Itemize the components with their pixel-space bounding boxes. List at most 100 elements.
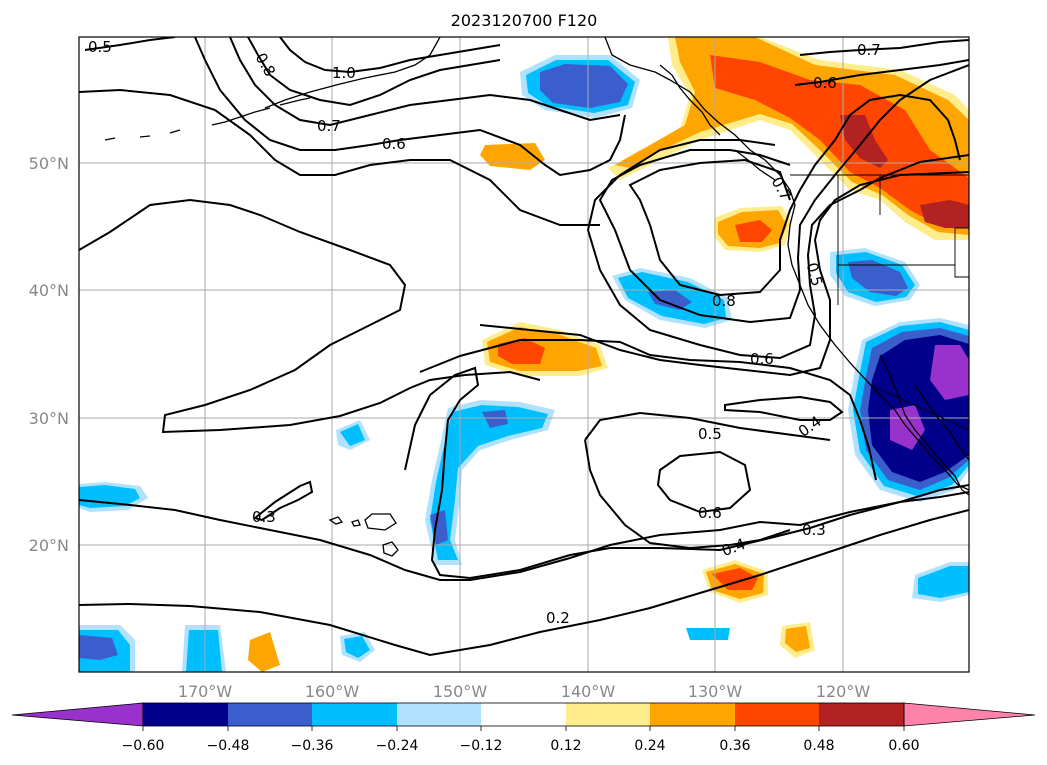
fill-central-orange-red xyxy=(735,220,772,242)
lon-label: 140°W xyxy=(561,682,616,701)
contour-0.5-long xyxy=(79,198,541,434)
contour-lines xyxy=(79,37,969,657)
fill-bering-royal-blue xyxy=(540,64,628,108)
lon-label: 160°W xyxy=(305,682,360,701)
fill-se-deep-sky-blue xyxy=(918,566,969,598)
colorbar-outline xyxy=(142,702,905,727)
contour-label: 0.6 xyxy=(382,135,406,153)
map-area: 0.5 0.8 1.0 0.7 0.6 0.7 0.6 0.7 0.8 0.5 … xyxy=(79,37,969,672)
contour-0.7-central xyxy=(614,64,969,324)
colorbar-tick-label: −0.48 xyxy=(207,738,250,754)
colorbar-segment xyxy=(566,703,650,726)
contour-label: 0.6 xyxy=(813,74,837,92)
fill-subtropical-orange-red xyxy=(498,338,545,364)
contour-0.7-north xyxy=(229,37,621,127)
longitude-labels: 170°W 160°W 150°W 140°W 130°W 120°W xyxy=(178,682,871,701)
contour-0.5-topleft xyxy=(84,37,176,51)
contour-label: 1.0 xyxy=(332,64,356,82)
map-frame xyxy=(78,36,970,673)
colorbar-tick-label: −0.24 xyxy=(376,738,419,754)
hawaii-islands xyxy=(328,513,399,557)
grid-lines xyxy=(79,37,969,672)
coastline-aleutian-islands xyxy=(104,107,271,141)
coastline-gulf-california xyxy=(914,384,969,461)
coastline-bc-islands xyxy=(659,64,776,181)
contour-0.8-inner xyxy=(628,158,791,226)
colorbar-tick-label: −0.60 xyxy=(122,738,165,754)
colorbar-segment xyxy=(228,703,312,726)
contour-label: 0.6 xyxy=(698,504,722,522)
fill-far-south-orange xyxy=(248,632,280,672)
contour-0.8-north xyxy=(247,37,501,107)
fill-central-royal-blue xyxy=(648,290,692,310)
colorbar-segment xyxy=(650,703,735,726)
fill-west-coast-royal-blue xyxy=(848,260,908,296)
fill-nw-coast-orange-red xyxy=(710,55,969,228)
contour-label: 0.8 xyxy=(712,292,736,310)
colorbar-segment xyxy=(397,703,481,726)
lat-label: 50°N xyxy=(29,154,69,173)
lon-label: 170°W xyxy=(178,682,233,701)
colorbar-segment xyxy=(143,703,228,726)
fill-sw-3-deep-sky-blue-inner xyxy=(344,636,370,658)
lon-label: 150°W xyxy=(433,682,488,701)
contour-0.4-loop-upper xyxy=(419,339,877,481)
negative-anomaly-fills xyxy=(79,55,969,672)
contour-0.4-line xyxy=(724,395,844,421)
colorbar-segment xyxy=(819,703,904,726)
contour-label: 0.7 xyxy=(317,117,341,135)
contour-0.5-central xyxy=(479,171,969,377)
fill-south-orange-red xyxy=(712,568,758,590)
colorbar-tick-label: 0.60 xyxy=(888,738,919,754)
contour-0.6-central xyxy=(599,154,969,360)
contour-0.5-south xyxy=(584,411,831,550)
contour-label: 0.5 xyxy=(88,38,112,56)
contour-0.5-north xyxy=(79,88,600,226)
lat-label: 30°N xyxy=(29,409,69,428)
contour-0.8-central xyxy=(649,93,961,297)
colorbar-arrow-right xyxy=(903,702,1036,727)
fill-small-west-deep-sky-blue-inner xyxy=(340,424,365,446)
contour-label: 0.5 xyxy=(698,425,722,443)
colorbar-tick-label: 0.36 xyxy=(719,738,750,754)
fill-south-small-orange-inner xyxy=(785,626,810,652)
contour-0.7-outer xyxy=(598,149,791,231)
colorbar-segment xyxy=(735,703,819,726)
plot-title: 2023120700 F120 xyxy=(451,11,598,30)
fill-hawaii-n-royal-blue xyxy=(482,410,508,428)
contour-label: 0.3 xyxy=(802,521,826,539)
colorbar-tick-label: 0.48 xyxy=(803,738,834,754)
latitude-labels: 50°N 40°N 30°N 20°N xyxy=(29,154,69,555)
colorbar-segment xyxy=(481,703,566,726)
colorbar-ticks xyxy=(142,726,905,731)
colorbar-tick-label: 0.12 xyxy=(550,738,581,754)
colorbar-tick-label: 0.24 xyxy=(634,738,665,754)
contour-0.3-small xyxy=(252,480,314,522)
contour-0.4-loop xyxy=(404,366,969,580)
colorbar-tick-label: −0.12 xyxy=(460,738,503,754)
contour-label: 0.6 xyxy=(750,350,774,368)
contour-label: 0.5 xyxy=(803,261,827,289)
colorbar-segment xyxy=(312,703,397,726)
colorbar: −0.60 −0.48 −0.36 −0.24 −0.12 0.12 0.24 … xyxy=(11,702,1036,754)
contour-labels: 0.5 0.8 1.0 0.7 0.6 0.7 0.6 0.7 0.8 0.5 … xyxy=(88,38,881,627)
colorbar-tick-label: −0.36 xyxy=(291,738,334,754)
lon-label: 120°W xyxy=(816,682,871,701)
lon-label: 130°W xyxy=(688,682,743,701)
fill-baja-purple-1 xyxy=(930,345,969,400)
contour-0.6-north xyxy=(194,37,626,177)
contour-label: 0.7 xyxy=(857,41,881,59)
state-borders xyxy=(790,174,969,431)
lat-label: 20°N xyxy=(29,536,69,555)
coastlines xyxy=(104,37,969,496)
coastline-baja xyxy=(879,354,969,496)
contour-0.7-ne xyxy=(799,39,969,56)
contour-0.2 xyxy=(79,509,969,657)
fill-far-sw-royal-blue xyxy=(79,635,118,660)
colorbar-arrow-left xyxy=(11,702,144,727)
contour-0.6-ne xyxy=(794,59,969,86)
coastline-alaska-pacific xyxy=(604,37,969,491)
fill-sw-2-deep-sky-blue xyxy=(186,630,222,672)
contour-0.6-south xyxy=(656,450,752,514)
